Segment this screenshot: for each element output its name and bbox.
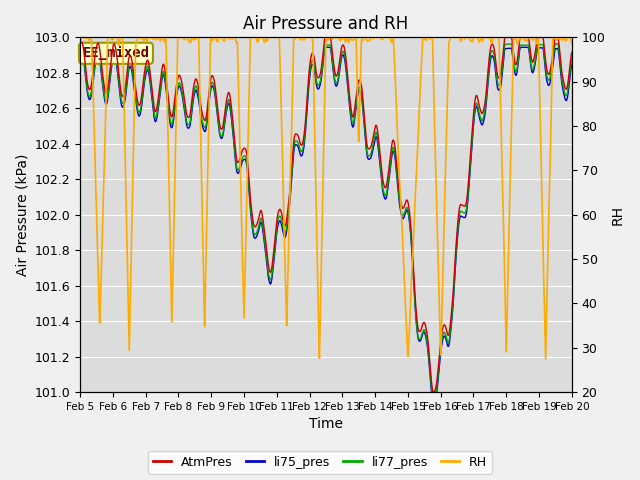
Legend: AtmPres, li75_pres, li77_pres, RH: AtmPres, li75_pres, li77_pres, RH — [148, 451, 492, 474]
Y-axis label: RH: RH — [611, 205, 625, 225]
Title: Air Pressure and RH: Air Pressure and RH — [243, 15, 408, 33]
Y-axis label: Air Pressure (kPa): Air Pressure (kPa) — [15, 154, 29, 276]
Text: EE_mixed: EE_mixed — [83, 46, 150, 60]
X-axis label: Time: Time — [309, 418, 343, 432]
